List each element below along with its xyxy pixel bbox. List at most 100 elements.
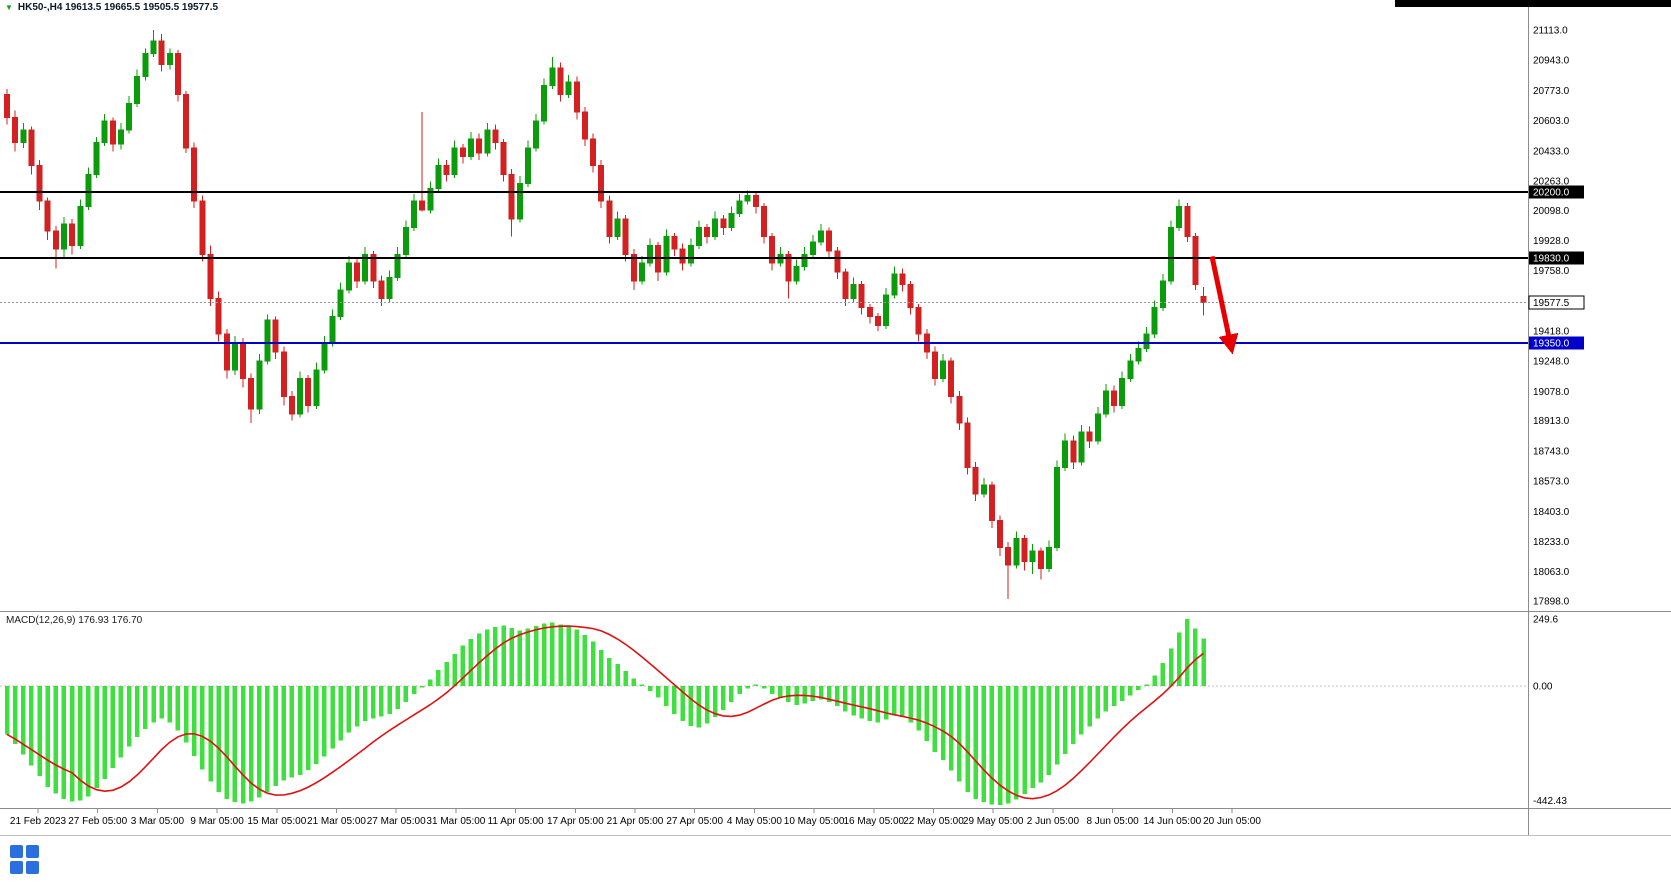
macd-histogram-bar <box>541 623 547 686</box>
candlestick <box>712 218 719 238</box>
time-axis-label: 10 May 05:00 <box>784 816 845 827</box>
price-axis-label: 20098.0 <box>1533 206 1570 217</box>
candlestick <box>288 395 295 415</box>
macd-histogram-bar <box>183 686 189 743</box>
macd-histogram-bar <box>997 686 1003 805</box>
price-tag <box>1529 251 1584 265</box>
macd-histogram-bar <box>191 686 197 756</box>
macd-histogram-bar <box>753 684 759 686</box>
price-tag-label: 19830.0 <box>1533 253 1570 264</box>
macd-histogram-bar <box>476 633 482 686</box>
time-axis-label: 29 May 05:00 <box>963 816 1024 827</box>
macd-histogram-bar <box>835 686 840 707</box>
candlestick <box>1062 440 1069 468</box>
candlestick <box>321 342 328 371</box>
macd-histogram-bar <box>623 671 628 686</box>
time-axis-label: 2 Jun 05:00 <box>1027 816 1080 827</box>
macd-histogram-bar <box>867 686 873 721</box>
time-axis-label: 31 Mar 05:00 <box>426 816 485 827</box>
down-arrow-annotation[interactable] <box>1209 255 1239 355</box>
candlestick <box>183 93 190 149</box>
macd-histogram-bar <box>745 686 750 689</box>
macd-histogram-bar <box>859 686 864 719</box>
candlestick <box>1143 333 1150 349</box>
candlestick <box>598 165 605 202</box>
macd-histogram-bar <box>297 686 303 775</box>
macd-histogram-bar <box>737 686 742 695</box>
time-axis-label: 16 May 05:00 <box>843 816 904 827</box>
macd-histogram-bar <box>200 686 205 770</box>
candlestick <box>142 53 149 78</box>
macd-histogram-bar <box>29 686 34 766</box>
macd-histogram-bar <box>167 686 173 723</box>
macd-histogram-bar <box>680 686 685 721</box>
time-axis-label: 15 Mar 05:00 <box>247 816 306 827</box>
macd-histogram-bar <box>1087 686 1092 727</box>
candlestick <box>223 333 230 371</box>
macd-histogram-bar <box>118 686 124 758</box>
candlestick <box>60 223 67 250</box>
candlestick <box>248 378 255 410</box>
time-axis-label: 8 Jun 05:00 <box>1086 816 1139 827</box>
macd-histogram-bar <box>1128 686 1133 696</box>
macd-histogram-bar <box>704 686 710 724</box>
price-axis-label: 19078.0 <box>1533 387 1570 398</box>
candlestick <box>1159 280 1166 309</box>
macd-histogram-bar <box>566 625 571 686</box>
macd-histogram-bar <box>248 686 254 802</box>
macd-histogram-bar <box>900 686 905 717</box>
macd-histogram-bar <box>151 686 156 723</box>
candlestick <box>956 395 963 424</box>
candlestick <box>622 218 629 255</box>
candlestick <box>980 484 987 495</box>
app-grid-icon[interactable] <box>10 845 40 875</box>
price-tag-label: 20200.0 <box>1533 188 1570 199</box>
candlestick <box>435 165 442 190</box>
macd-histogram-bar <box>916 686 921 731</box>
candlestick <box>427 188 434 211</box>
time-axis-label: 20 Jun 05:00 <box>1203 816 1261 827</box>
time-axis-label: 27 Apr 05:00 <box>666 816 723 827</box>
price-axis-label: 18743.0 <box>1533 446 1570 457</box>
candlestick <box>533 120 540 149</box>
macd-histogram-bar <box>379 686 384 717</box>
candlestick <box>565 81 572 95</box>
candlestick <box>93 141 100 175</box>
candlestick <box>443 165 450 175</box>
candlestick <box>573 81 580 113</box>
candlestick <box>20 129 27 143</box>
macd-histogram-bar <box>387 686 392 714</box>
time-axis-label: 11 Apr 05:00 <box>488 816 544 827</box>
candlestick <box>704 227 711 238</box>
macd-histogram-bar <box>1193 628 1198 686</box>
macd-histogram-bar <box>729 686 734 703</box>
grid-square <box>10 861 23 874</box>
macd-histogram-bar <box>1014 686 1019 800</box>
macd-histogram-bar <box>786 686 791 703</box>
macd-histogram-bar <box>957 686 962 782</box>
macd-histogram-bar <box>818 686 824 700</box>
macd-histogram-bar <box>102 686 107 779</box>
candlestick <box>134 76 141 104</box>
macd-histogram-bar <box>346 686 352 733</box>
candlestick <box>679 248 686 264</box>
macd-histogram-bar <box>257 686 262 798</box>
macd-histogram-bar <box>810 686 816 701</box>
candlestick <box>1021 537 1028 563</box>
candlestick <box>272 319 279 353</box>
macd-histogram-bar <box>664 686 669 707</box>
candlestick <box>907 284 914 309</box>
macd-histogram-bar <box>240 686 246 804</box>
candlestick <box>459 147 466 158</box>
candlestick <box>964 422 971 468</box>
macd-histogram-bar <box>1038 686 1044 783</box>
candlestick <box>1054 466 1061 548</box>
macd-histogram-bar <box>460 645 466 686</box>
candlestick <box>12 117 19 143</box>
macd-histogram-bar <box>981 686 987 803</box>
macd-histogram-bar <box>94 686 99 789</box>
macd-histogram-bar <box>574 629 580 686</box>
macd-histogram-bar <box>273 686 278 787</box>
